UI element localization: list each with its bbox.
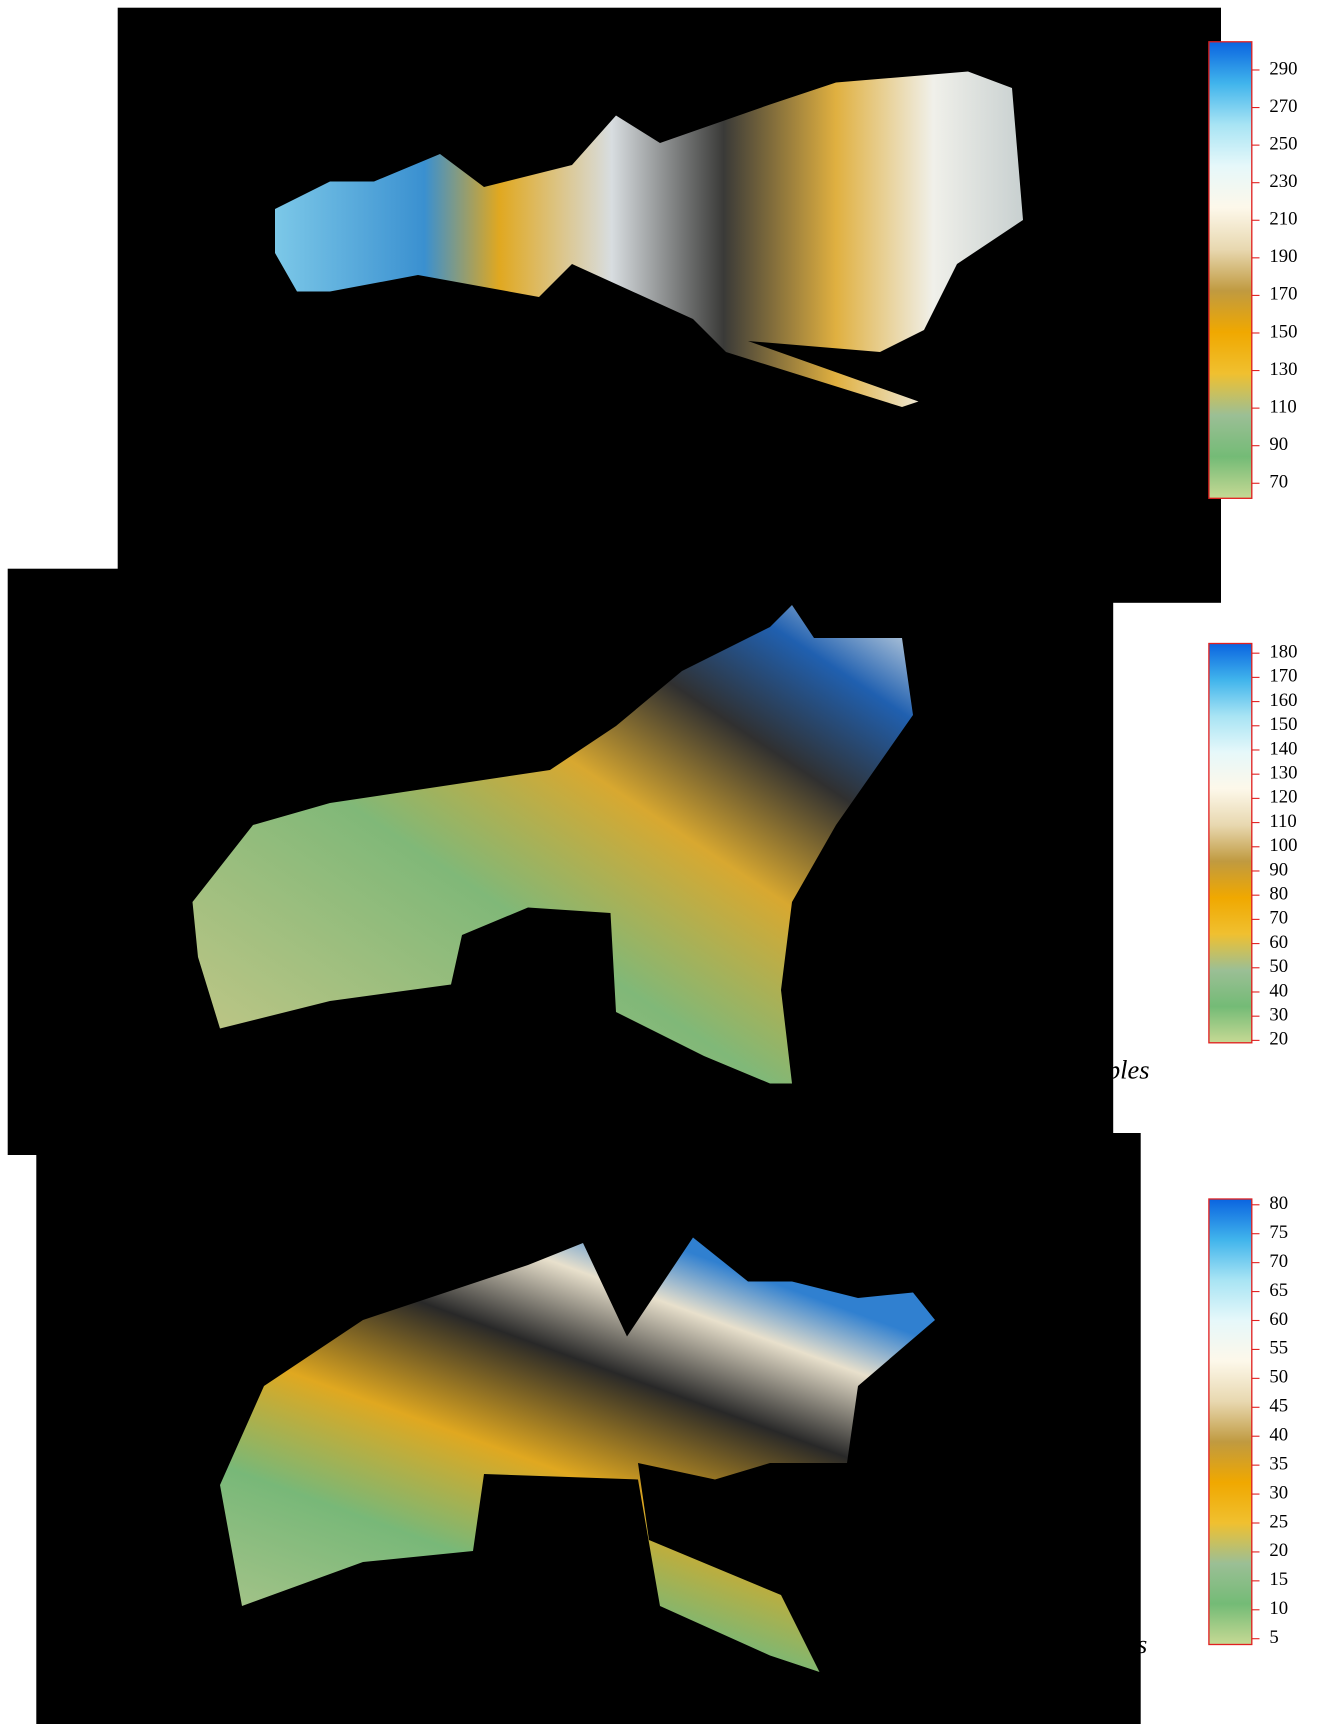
colorbar-tick-label: 90 (1269, 859, 1288, 880)
colorbar-tick-label: 120 (1269, 787, 1297, 808)
colorbar-tick-label: 20 (1269, 1540, 1288, 1561)
colorbar-tick-label: 150 (1269, 321, 1297, 342)
colorbar-tick-label: 70 (1269, 908, 1288, 929)
colorbar-tick-label: 40 (1269, 1425, 1288, 1446)
colorbar-tick-label: 110 (1269, 396, 1296, 417)
colorbar-tick-label: 230 (1269, 171, 1297, 192)
colorbar-tick-label: 210 (1269, 209, 1297, 230)
colorbar-tick-label: 70 (1269, 472, 1288, 493)
colorbar (1208, 41, 1253, 499)
colorbar-tick-label: 110 (1269, 811, 1296, 832)
colorbar-tick-label: 50 (1269, 956, 1288, 977)
colorbar-tick-label: 30 (1269, 1004, 1288, 1025)
colorbar-tick-label: 45 (1269, 1396, 1288, 1417)
colorbar-tick-label: 80 (1269, 1193, 1288, 1214)
colorbar-tick-label: 5 (1269, 1627, 1278, 1648)
colorbar-tick-label: 190 (1269, 246, 1297, 267)
colorbar-tick-label: 150 (1269, 714, 1297, 735)
colorbar-tick-label: 80 (1269, 883, 1288, 904)
surface-1 (275, 71, 1023, 407)
colorbar (1208, 642, 1253, 1044)
colorbar-tick-label: 250 (1269, 133, 1297, 154)
colorbar-tick-label: 130 (1269, 359, 1297, 380)
colorbar-tick-label: 50 (1269, 1367, 1288, 1388)
colorbar-tick-label: 65 (1269, 1280, 1288, 1301)
colorbar-tick-label: 40 (1269, 980, 1288, 1001)
colorbar-tick-label: 15 (1269, 1569, 1288, 1590)
colorbar-tick-label: 30 (1269, 1482, 1288, 1503)
colorbar-tick-label: 55 (1269, 1338, 1288, 1359)
colorbar-tick-label: 170 (1269, 284, 1297, 305)
colorbar-tick-label: 290 (1269, 58, 1297, 79)
colorbar-tick-label: 100 (1269, 835, 1297, 856)
surface-2 (192, 605, 913, 1084)
colorbar-tick-label: 130 (1269, 762, 1297, 783)
colorbar-tick-label: 90 (1269, 434, 1288, 455)
colorbar-tick-label: 170 (1269, 666, 1297, 687)
colorbar-tick-label: 20 (1269, 1029, 1288, 1050)
colorbar-tick-label: 180 (1269, 641, 1297, 662)
colorbar-tick-label: 35 (1269, 1453, 1288, 1474)
colorbar-tick-label: 60 (1269, 932, 1288, 953)
colorbar-tick-label: 10 (1269, 1598, 1288, 1619)
colorbar-tick-label: 160 (1269, 690, 1297, 711)
colorbar-tick-label: 140 (1269, 738, 1297, 759)
colorbar (1208, 1198, 1253, 1646)
colorbars: 70 90 110 130 150 170 190 210 230 250 270 290 20 30 40… (1105, 41, 1297, 1659)
colorbar-tick-label: 75 (1269, 1222, 1288, 1243)
colorbar-tick-label: 270 (1269, 96, 1297, 117)
annotation: ples (1105, 1055, 1150, 1085)
surface-3 (220, 1237, 935, 1672)
colorbar-tick-label: 25 (1269, 1511, 1288, 1532)
annotation: s (1137, 1629, 1147, 1659)
colorbar-tick-label: 60 (1269, 1309, 1288, 1330)
colorbar-tick-label: 70 (1269, 1251, 1288, 1272)
panels: 70 90 110 130 150 170 190 210 230 250 270 290 20 30 40… (7, 7, 1297, 1724)
